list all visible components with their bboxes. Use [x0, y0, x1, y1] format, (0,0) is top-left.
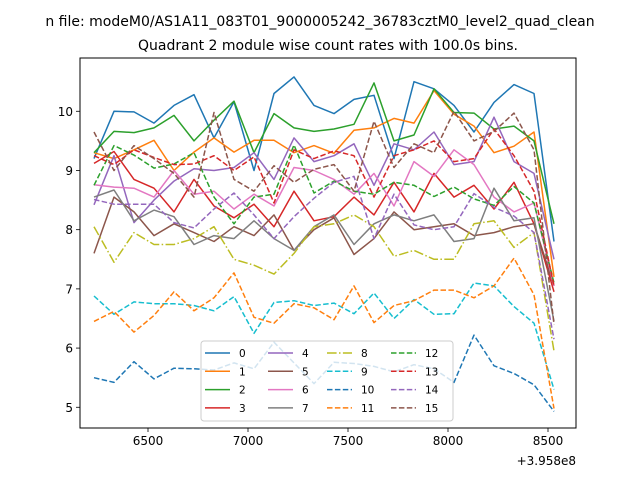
x-tick-label: 8500: [533, 434, 564, 448]
legend-label-15: 15: [425, 403, 438, 415]
y-tick-label: 7: [65, 282, 73, 296]
legend-label-12: 12: [425, 348, 438, 360]
series-line-15: [93, 110, 555, 325]
plot-area: 6500 7000 7500 8000 8500 5 6 7 8 9 10 +3.958e8 0 1…: [58, 57, 577, 468]
series-layer: [93, 76, 555, 412]
series-line-9: [93, 282, 555, 390]
series-line-8: [93, 214, 555, 352]
legend-label-10: 10: [361, 385, 374, 397]
legend-label-4: 4: [302, 348, 309, 360]
legend-label-8: 8: [361, 348, 368, 360]
y-tick-label: 5: [65, 401, 73, 415]
series-line-0: [93, 76, 555, 242]
legend-label-0: 0: [239, 348, 246, 360]
y-tick-label: 10: [58, 105, 73, 119]
series-line-14: [93, 175, 555, 340]
x-axis: 6500 7000 7500 8000 8500: [133, 428, 564, 448]
y-tick-label: 9: [65, 164, 73, 178]
legend-box: [200, 340, 454, 422]
legend-label-1: 1: [239, 366, 246, 378]
series-line-6: [93, 149, 555, 287]
series-line-5: [93, 196, 555, 287]
legend-label-13: 13: [425, 366, 438, 378]
x-tick-label: 6500: [133, 434, 164, 448]
legend-label-14: 14: [425, 385, 439, 397]
legend-label-11: 11: [361, 403, 374, 415]
series-line-13: [93, 128, 555, 287]
legend-label-2: 2: [239, 385, 246, 397]
figure-suptitle: n file: modeM0/AS1A11_083T01_9000005242_…: [45, 14, 594, 30]
x-tick-label: 7500: [333, 434, 364, 448]
y-tick-label: 6: [65, 342, 73, 356]
series-line-1: [93, 89, 555, 278]
x-offset-label: +3.958e8: [517, 454, 576, 468]
series-line-7: [93, 187, 555, 322]
legend-label-7: 7: [302, 403, 309, 415]
x-tick-label: 7000: [233, 434, 264, 448]
series-line-3: [93, 150, 555, 293]
y-tick-label: 8: [65, 223, 73, 237]
legend-label-5: 5: [302, 366, 309, 378]
legend-label-6: 6: [302, 385, 309, 397]
legend-label-9: 9: [361, 366, 368, 378]
series-line-12: [93, 144, 555, 284]
x-tick-label: 8000: [433, 434, 464, 448]
chart-title: Quadrant 2 module wise count rates with …: [138, 38, 518, 54]
series-line-2: [93, 82, 555, 224]
legend-label-3: 3: [239, 403, 246, 415]
y-axis: 5 6 7 8 9 10: [58, 105, 80, 415]
series-line-11: [93, 257, 555, 409]
